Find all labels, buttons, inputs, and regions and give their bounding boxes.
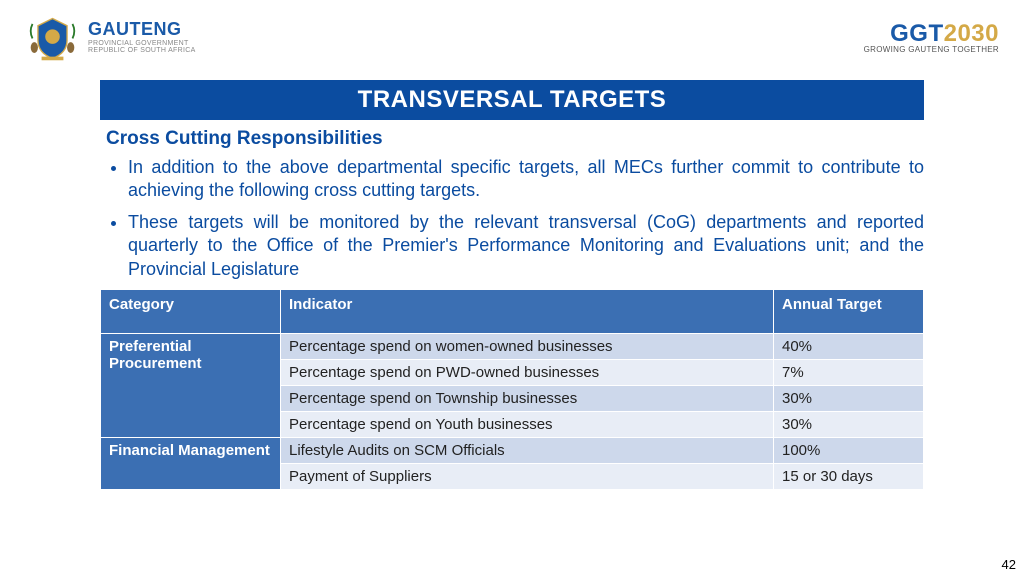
table-body: Preferential ProcurementPercentage spend… bbox=[101, 333, 924, 489]
th-target: Annual Target bbox=[774, 289, 924, 333]
bullet-list: In addition to the above departmental sp… bbox=[128, 156, 924, 281]
th-category: Category bbox=[101, 289, 281, 333]
slide-content: Cross Cutting Responsibilities In additi… bbox=[100, 128, 924, 490]
target-cell: 40% bbox=[774, 333, 924, 359]
ggt-part-a: GGT bbox=[890, 20, 944, 47]
logo-sub2: REPUBLIC OF SOUTH AFRICA bbox=[88, 47, 196, 55]
ggt-part-b: 2030 bbox=[944, 20, 999, 47]
bullet-item: In addition to the above departmental sp… bbox=[128, 156, 924, 203]
ggt-logo: GGT2030 bbox=[864, 22, 999, 46]
indicator-cell: Percentage spend on women-owned business… bbox=[281, 333, 774, 359]
logo-sub1: PROVINCIAL GOVERNMENT bbox=[88, 40, 196, 48]
logo-right: GGT2030 GROWING GAUTENG TOGETHER bbox=[864, 22, 999, 54]
indicator-cell: Lifestyle Audits on SCM Officials bbox=[281, 437, 774, 463]
subheading: Cross Cutting Responsibilities bbox=[106, 128, 924, 150]
category-cell: Preferential Procurement bbox=[101, 333, 281, 437]
page-number: 42 bbox=[1002, 557, 1016, 572]
indicator-cell: Percentage spend on PWD-owned businesses bbox=[281, 359, 774, 385]
table-header-row: Category Indicator Annual Target bbox=[101, 289, 924, 333]
slide-title: TRANSVERSAL TARGETS bbox=[100, 80, 924, 120]
indicator-cell: Percentage spend on Township businesses bbox=[281, 385, 774, 411]
targets-table: Category Indicator Annual Target Prefere… bbox=[100, 289, 924, 490]
target-cell: 30% bbox=[774, 411, 924, 437]
target-cell: 15 or 30 days bbox=[774, 463, 924, 489]
table-row: Financial ManagementLifestyle Audits on … bbox=[101, 437, 924, 463]
bullet-item: These targets will be monitored by the r… bbox=[128, 211, 924, 281]
th-indicator: Indicator bbox=[281, 289, 774, 333]
logo-left: GAUTENG PROVINCIAL GOVERNMENT REPUBLIC O… bbox=[25, 13, 196, 63]
ggt-tagline: GROWING GAUTENG TOGETHER bbox=[864, 46, 999, 54]
crest-icon bbox=[25, 13, 80, 63]
target-cell: 100% bbox=[774, 437, 924, 463]
logo-main: GAUTENG bbox=[88, 20, 196, 40]
indicator-cell: Percentage spend on Youth businesses bbox=[281, 411, 774, 437]
target-cell: 7% bbox=[774, 359, 924, 385]
indicator-cell: Payment of Suppliers bbox=[281, 463, 774, 489]
slide-header: GAUTENG PROVINCIAL GOVERNMENT REPUBLIC O… bbox=[0, 0, 1024, 70]
category-cell: Financial Management bbox=[101, 437, 281, 489]
target-cell: 30% bbox=[774, 385, 924, 411]
logo-left-text: GAUTENG PROVINCIAL GOVERNMENT REPUBLIC O… bbox=[88, 20, 196, 55]
table-row: Preferential ProcurementPercentage spend… bbox=[101, 333, 924, 359]
